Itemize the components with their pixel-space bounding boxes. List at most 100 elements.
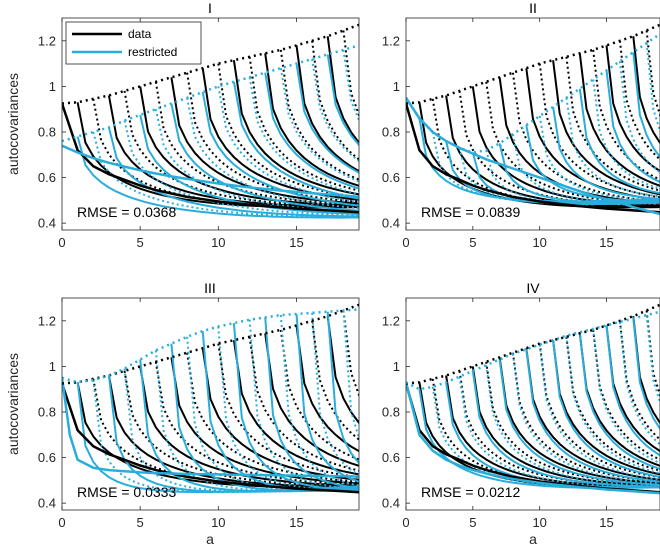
restricted-cohort-line-11 — [552, 340, 660, 478]
data-cohort-line-12 — [248, 336, 359, 472]
data-cohort-line-7 — [498, 357, 660, 485]
data-cohort-line-18 — [645, 310, 660, 398]
series-data-line — [406, 103, 660, 214]
restricted-cohort-line-11 — [552, 106, 660, 200]
series-data-line — [62, 103, 359, 214]
x-tick-label: 10 — [211, 515, 225, 530]
legend: data restricted — [65, 21, 202, 65]
data-cohort-line-8 — [511, 352, 660, 483]
rmse-annotation: RMSE = 0.0333 — [77, 484, 176, 500]
y-tick-label: 1 — [393, 359, 400, 374]
restricted-cohort-line-17 — [632, 318, 660, 431]
data-cohort-line-18 — [645, 30, 660, 118]
data-cohort-line-9 — [525, 348, 660, 481]
restricted-cohort-line-15 — [295, 313, 359, 483]
data-cohort-line-11 — [232, 60, 359, 196]
data-cohort-line-8 — [511, 72, 660, 203]
x-tick-label: 10 — [532, 235, 546, 250]
data-cohort-line-6 — [154, 81, 359, 206]
data-cohort-line-17 — [326, 36, 359, 145]
y-tick-label: 0.6 — [38, 450, 56, 465]
x-tick-label: 10 — [211, 235, 225, 250]
y-tick-label: 1 — [49, 79, 56, 94]
y-tick-label: 1 — [393, 79, 400, 94]
x-tick-label: 5 — [137, 515, 144, 530]
restricted-cohort-line-8 — [186, 97, 359, 210]
x-tick-label: 5 — [469, 235, 476, 250]
restricted-cohort-line-12 — [565, 335, 660, 475]
data-cohort-line-14 — [279, 329, 359, 461]
data-cohort-line-4 — [123, 370, 359, 488]
data-cohort-line-11 — [552, 340, 660, 476]
restricted-cohort-line-13 — [264, 72, 359, 190]
legend-label-restricted: restricted — [128, 45, 177, 59]
x-tick-label: 5 — [469, 515, 476, 530]
plot-lines — [62, 303, 359, 494]
y-tick-label: 1 — [49, 359, 56, 374]
panel-2: 0 5 10 15 0.4 0.6 0.8 1 1.2 II RMSE = 0.0839 — [382, 0, 660, 250]
panel-4: 0 5 10 15 0.4 0.6 0.8 1 1.2 IV a RMSE = 0.0212 — [382, 280, 660, 547]
plot-lines — [406, 303, 660, 495]
restricted-cohort-line-16 — [618, 61, 660, 174]
rmse-annotation: RMSE = 0.0212 — [421, 484, 520, 500]
restricted-cohort-line-12 — [248, 77, 359, 196]
restricted-cohort-line-9 — [525, 349, 660, 483]
data-cohort-line-5 — [471, 366, 660, 487]
data-cohort-line-15 — [295, 45, 359, 173]
y-tick-label: 1.2 — [38, 313, 56, 328]
plot-lines — [62, 23, 359, 219]
y-tick-label: 0.8 — [38, 404, 56, 419]
series-restricted-variance-line — [406, 32, 660, 154]
series-restricted-line — [62, 144, 359, 198]
restricted-cohort-line-5 — [471, 370, 660, 488]
restricted-cohort-line-18 — [342, 310, 359, 441]
y-tick-label: 1.2 — [382, 33, 400, 48]
y-tick-label: 0.6 — [382, 450, 400, 465]
data-cohort-line-16 — [311, 320, 359, 441]
restricted-cohort-line-6 — [485, 149, 660, 205]
data-cohort-line-12 — [565, 336, 660, 472]
x-tick-label: 0 — [402, 235, 409, 250]
restricted-cohort-line-8 — [511, 353, 660, 485]
restricted-cohort-line-7 — [498, 359, 660, 486]
restricted-cohort-line-17 — [632, 52, 660, 159]
panel-title: IV — [526, 280, 540, 296]
y-tick-label: 0.4 — [382, 496, 400, 511]
data-cohort-line-9 — [201, 68, 359, 201]
data-cohort-line-11 — [232, 340, 359, 476]
data-cohort-line-17 — [632, 36, 660, 145]
y-axis-label: autocovariances — [5, 353, 21, 455]
legend-label-data: data — [128, 27, 152, 41]
restricted-cohort-line-13 — [264, 317, 359, 489]
x-tick-label: 0 — [58, 515, 65, 530]
axes-box — [61, 17, 360, 231]
panel-title: II — [529, 0, 537, 16]
y-tick-label: 0.4 — [382, 216, 400, 231]
restricted-cohort-line-15 — [605, 325, 660, 457]
restricted-cohort-line-10 — [538, 115, 660, 202]
axes-box — [61, 297, 360, 511]
x-tick-label: 0 — [402, 515, 409, 530]
y-tick-label: 1.2 — [382, 313, 400, 328]
data-cohort-line-13 — [578, 53, 660, 187]
x-tick-label: 15 — [599, 515, 613, 530]
axes-box — [405, 297, 660, 511]
data-cohort-line-4 — [123, 90, 359, 208]
restricted-cohort-line-10 — [538, 344, 660, 481]
restricted-cohort-line-7 — [498, 143, 660, 205]
x-tick-label: 15 — [289, 515, 303, 530]
data-cohort-line-12 — [565, 56, 660, 192]
restricted-cohort-line-7 — [170, 103, 359, 212]
restricted-cohort-line-17 — [326, 311, 359, 465]
restricted-cohort-line-18 — [342, 49, 359, 122]
plot-area — [62, 298, 359, 510]
data-cohort-line-15 — [605, 325, 660, 453]
restricted-cohort-line-14 — [279, 68, 359, 183]
restricted-cohort-line-6 — [485, 365, 660, 487]
data-cohort-line-5 — [139, 366, 359, 487]
restricted-cohort-line-2 — [92, 131, 359, 218]
panel-title: III — [204, 280, 216, 296]
x-tick-label: 15 — [289, 235, 303, 250]
